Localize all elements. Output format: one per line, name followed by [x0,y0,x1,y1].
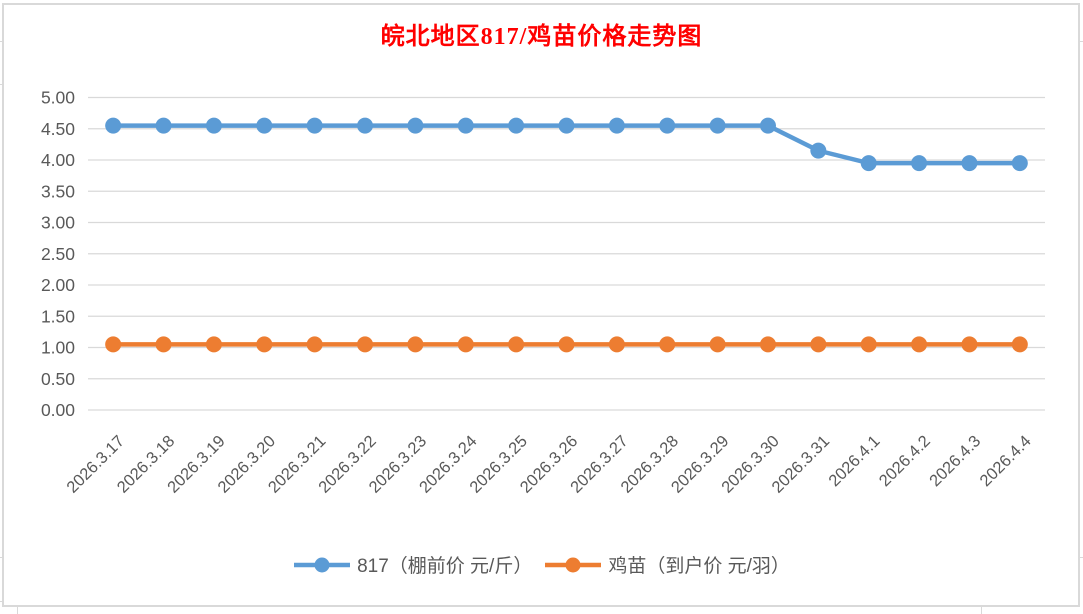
data-point [1011,336,1028,353]
data-point [558,336,575,353]
data-point [659,336,676,353]
data-point [709,117,726,134]
chart-legend: 817（棚前价 元/斤） 鸡苗（到户价 元/羽） [0,551,1083,578]
y-tick-label: 3.00 [41,213,75,233]
data-point [256,117,273,134]
data-point [608,117,625,134]
data-point [105,336,122,353]
data-point [911,336,928,353]
data-point [810,142,827,159]
y-axis-labels: 0.00 0.50 1.00 1.50 2.00 2.50 3.00 3.50 4.00 4.50… [41,88,75,421]
data-point [105,117,122,134]
data-point [759,336,776,353]
x-tick-label: 2026.4.3 [926,432,984,490]
worksheet-tick [1079,557,1083,558]
data-point [306,117,323,134]
gridlines [88,96,1045,411]
data-point [155,117,172,134]
data-point [357,117,374,134]
chart-title: 皖北地区817/鸡苗价格走势图 [380,24,703,50]
worksheet-tick [0,557,3,558]
series-line-0 [105,117,1028,172]
data-point [357,336,374,353]
data-point [155,336,172,353]
legend-label-817: 817（棚前价 元/斤） [357,556,533,577]
data-point [256,336,273,353]
worksheet-tick [0,41,3,42]
data-point [508,336,525,353]
y-tick-label: 0.50 [41,369,75,389]
data-point [508,117,525,134]
y-tick-label: 4.00 [41,150,75,170]
data-point [759,117,776,134]
data-point [306,336,323,353]
worksheet-tick [0,601,3,602]
data-point [608,336,625,353]
data-point [407,336,424,353]
worksheet-tick [17,607,18,614]
data-point [205,336,222,353]
y-tick-label: 1.50 [41,306,75,326]
legend-marker-817-icon [294,557,351,572]
series-line-1 [105,336,1028,353]
data-point [407,117,424,134]
data-point [911,155,928,172]
worksheet-tick [0,84,3,85]
x-tick-label: 2026.4.4 [976,432,1034,490]
data-point [558,117,575,134]
data-point [860,336,877,353]
data-point [457,336,474,353]
y-tick-label: 1.00 [41,338,75,358]
y-tick-label: 4.50 [41,119,75,139]
legend-item-817: 817（棚前价 元/斤） [293,551,532,578]
data-point [810,336,827,353]
data-point [709,336,726,353]
y-tick-label: 2.00 [41,275,75,295]
data-point [457,117,474,134]
data-point [961,336,978,353]
x-tick-label: 2026.4.2 [876,432,934,490]
x-tick-label: 2026.4.1 [825,432,883,490]
data-point [860,155,877,172]
data-point [205,117,222,134]
worksheet-tick [1079,41,1083,42]
legend-marker-jimiao-icon [545,557,602,572]
x-axis-labels: 2026.3.172026.3.182026.3.192026.3.202026… [63,432,1034,497]
y-tick-label: 5.00 [41,88,75,108]
y-tick-label: 2.50 [41,244,75,264]
worksheet-tick [981,607,982,614]
data-point [961,155,978,172]
legend-item-jimiao: 鸡苗（到户价 元/羽） [544,551,790,578]
legend-label-jimiao: 鸡苗（到户价 元/羽） [608,556,790,577]
data-point [1011,155,1028,172]
y-tick-label: 3.50 [41,181,75,201]
data-point [659,117,676,134]
y-tick-label: 0.00 [41,400,75,420]
